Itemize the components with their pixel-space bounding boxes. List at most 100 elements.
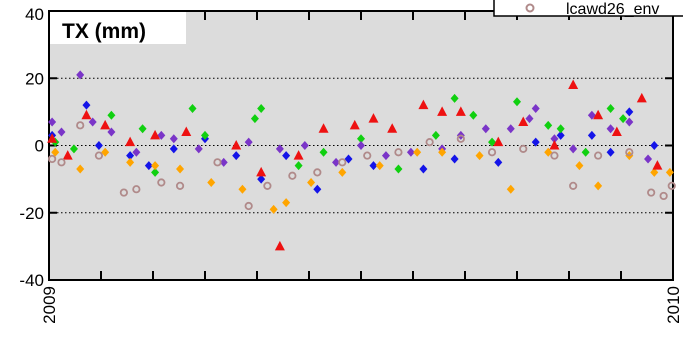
data-point-diamond [587,130,596,140]
data-point-triangle [368,113,379,123]
data-point-diamond [506,184,515,194]
data-point-diamond [88,117,97,127]
data-point-diamond [650,167,659,177]
data-point-diamond [650,141,659,150]
data-point-circle [313,168,322,177]
data-point-circle [594,151,603,160]
data-point-diamond [126,151,135,161]
data-point-circle [157,178,166,187]
data-point-circle [550,151,559,160]
data-point-triangle [125,136,136,147]
data-point-diamond [644,154,653,164]
data-point-circle [659,191,668,201]
data-point-diamond [357,141,365,150]
data-point-triangle [47,133,58,143]
data-point-diamond [57,127,66,137]
data-point-diamond [238,184,247,194]
data-point-diamond [294,161,303,171]
data-point-diamond [300,141,309,150]
data-point-triangle [256,166,267,177]
legend: lcawd26_env [493,0,683,18]
data-point-triangle [437,106,448,116]
data-point-diamond [332,157,341,167]
data-point-triangle [387,123,398,133]
data-point-diamond [338,167,347,177]
legend-marker-open-circle [525,3,535,13]
data-point-diamond [207,177,216,187]
data-point-circle [425,138,434,147]
data-point-diamond [606,147,615,157]
x-tick-label: 2010 [664,286,683,324]
data-point-triangle [611,126,622,137]
data-point-diamond [169,144,178,154]
data-point-triangle [493,136,504,147]
legend-box [493,0,683,17]
data-point-diamond [375,161,384,171]
data-point-diamond [232,151,241,161]
data-point-diamond [344,154,353,164]
data-point-diamond [525,114,534,124]
data-point-diamond [381,151,390,161]
data-point-diamond [126,157,135,167]
y-tick-label: 0 [35,137,44,156]
x-tick-labels: 2009 2010 [40,286,683,324]
y-tick-label: 20 [25,69,44,88]
data-point-diamond [413,147,422,157]
data-point-diamond [244,137,253,147]
y-tick-label: 40 [25,5,44,24]
data-point-diamond [138,124,147,134]
data-point-diamond [556,130,565,140]
data-point-diamond [556,124,565,134]
data-point-triangle [150,129,161,140]
data-point-diamond [257,104,266,114]
y-tick-label: -40 [19,271,44,290]
data-point-triangle [231,140,242,150]
data-point-diamond [250,114,259,124]
data-point-diamond [107,127,116,137]
data-point-diamond [313,184,322,194]
data-point-triangle [652,160,663,170]
data-point-circle [519,144,528,153]
data-point-triangle [274,240,285,251]
data-point-diamond [450,93,459,103]
data-point-diamond [307,177,316,187]
data-point-diamond [531,104,540,114]
data-point-circle [647,188,656,197]
data-point-diamond [269,204,278,214]
data-point-triangle [418,99,429,110]
data-point-diamond [357,134,365,144]
chart-title: TX (mm) [62,20,146,43]
data-point-circle [244,201,253,211]
data-point-triangle [318,123,329,133]
data-point-diamond [531,137,540,147]
data-point-diamond [157,130,166,140]
legend-label: lcawd26_env [566,1,659,18]
data-point-diamond [48,117,57,127]
data-point-diamond [594,181,603,191]
data-point-diamond [94,141,103,150]
data-point-diamond [665,167,674,177]
data-point-circle [363,151,372,160]
data-point-triangle [62,150,73,160]
data-point-triangle [293,150,304,160]
data-point-diamond [606,104,615,114]
data-point-circle [76,121,85,130]
data-point-circle [57,158,66,167]
data-point-diamond [169,134,178,144]
title-box [50,12,186,44]
data-point-diamond [406,147,415,157]
data-point-triangle [636,92,647,103]
data-point-circle [338,158,347,167]
data-point-triangle [593,109,604,120]
data-point-diamond [450,154,459,164]
data-point-triangle [518,116,529,126]
data-point-diamond [569,144,578,154]
data-point-diamond [76,70,85,80]
data-point-circle [625,148,634,157]
data-point-triangle [455,106,466,116]
data-point-diamond [544,147,553,157]
data-point-diamond [550,134,559,144]
data-point-diamond [188,104,197,114]
data-point-diamond [581,147,590,157]
data-point-diamond [438,147,447,157]
